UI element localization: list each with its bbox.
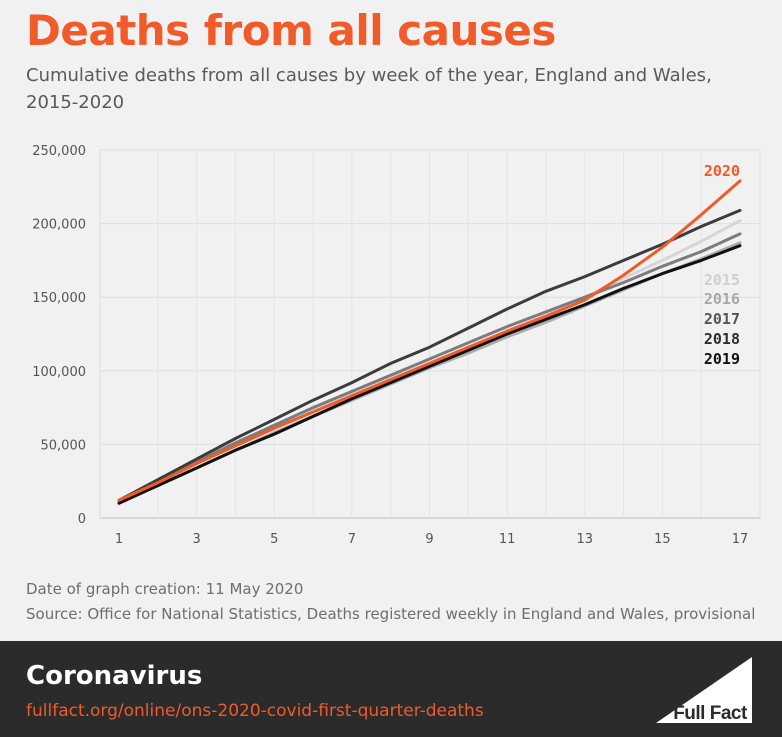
x-axis-ticks: 1 3 5 7 9 11 13 15 17 [115,532,748,547]
series-line-2020 [117,179,742,502]
x-tick-label: 15 [654,532,671,547]
y-tick-label: 250,000 [32,144,86,159]
y-tick-label: 200,000 [32,218,86,233]
series-label-2015: 2015 [704,271,740,289]
series-line-2019 [117,244,742,505]
series-label-2017: 2017 [704,310,740,328]
x-tick-label: 1 [115,532,123,547]
y-axis-ticks: 0 50,000 100,000 150,000 200,000 250,000 [32,144,86,527]
source-note: Source: Office for National Statistics, … [26,605,756,623]
series-label-2016: 2016 [704,290,740,308]
footer-banner: Coronavirus fullfact.org/online/ons-2020… [0,641,782,737]
x-tick-label: 7 [348,532,356,547]
y-tick-label: 50,000 [41,438,87,453]
full-fact-logo-icon: Full Fact [656,657,752,724]
article-url[interactable]: fullfact.org/online/ons-2020-covid-first… [26,701,484,721]
x-tick-label: 17 [732,532,749,547]
x-tick-label: 11 [499,532,516,547]
y-tick-label: 100,000 [32,365,86,380]
series-label-2020: 2020 [704,162,740,180]
page-subtitle: Cumulative deaths from all causes by wee… [26,65,712,113]
series-line-2017 [117,232,742,502]
x-tick-label: 3 [192,532,200,547]
creation-date: Date of graph creation: 11 May 2020 [26,580,304,598]
x-tick-label: 5 [270,532,278,547]
x-tick-label: 9 [425,532,433,547]
series-label-2019: 2019 [704,350,740,368]
topic-label: Coronavirus [26,661,203,691]
y-tick-label: 150,000 [32,291,86,306]
x-tick-label: 13 [576,532,593,547]
y-tick-label: 0 [78,512,86,527]
series-line-2018 [117,208,742,502]
page-title: Deaths from all causes [26,6,556,55]
svg-text:Full Fact: Full Fact [673,703,748,724]
series-label-2018: 2018 [704,330,740,348]
series-lines [117,179,742,505]
